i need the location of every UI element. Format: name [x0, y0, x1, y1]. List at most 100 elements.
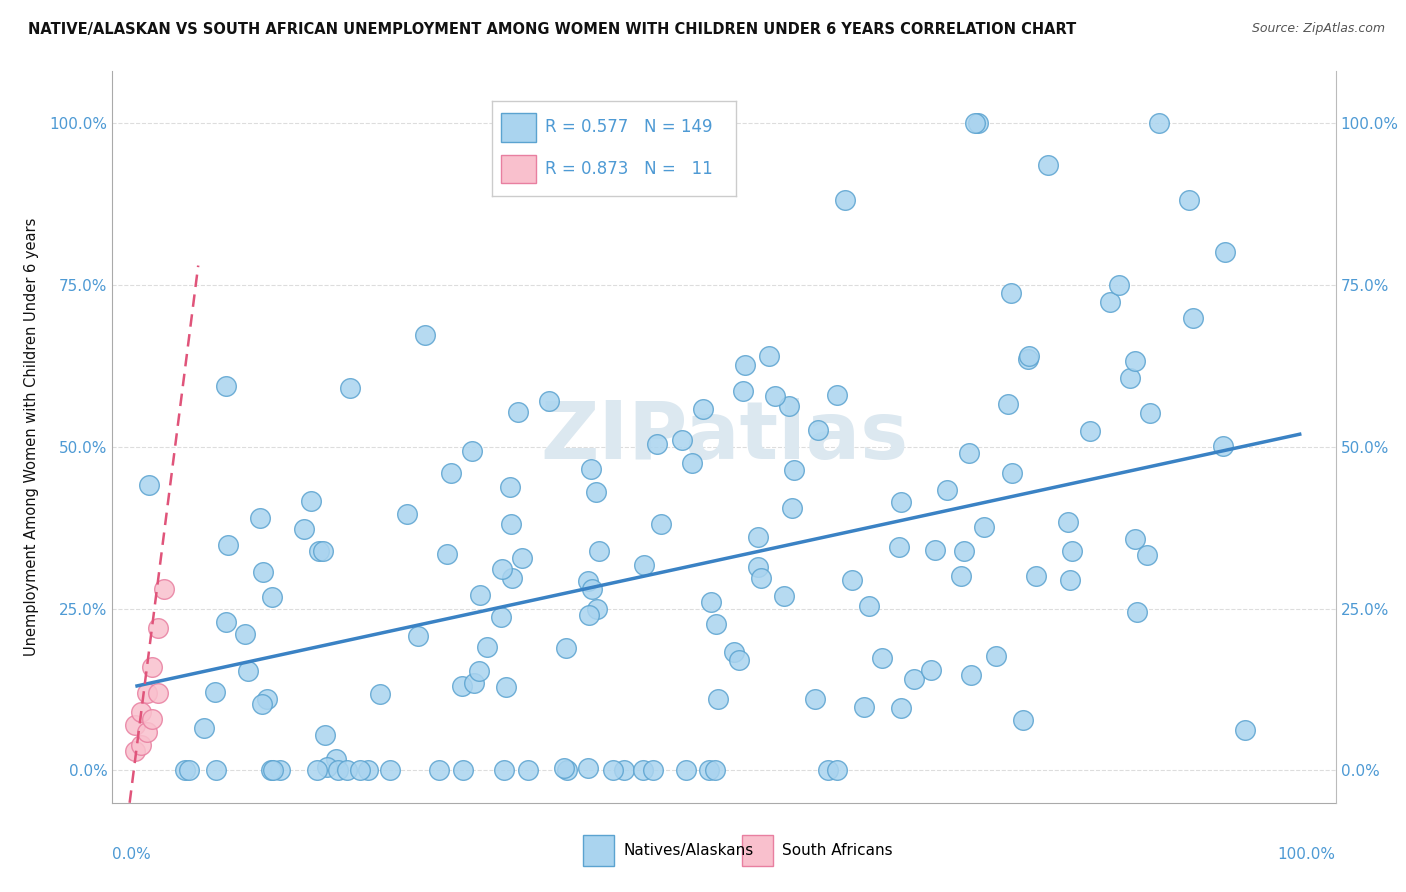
Point	[1078, 424, 1101, 438]
Point	[1056, 515, 1078, 529]
Point	[326, 764, 349, 778]
Point	[952, 544, 974, 558]
Point	[576, 574, 599, 588]
Y-axis label: Unemployment Among Women with Children Under 6 years: Unemployment Among Women with Children U…	[24, 218, 38, 657]
Point	[772, 589, 794, 603]
Point	[491, 562, 513, 576]
Point	[965, 116, 987, 130]
Point	[613, 763, 636, 777]
Point	[697, 764, 720, 778]
Point	[499, 479, 522, 493]
Point	[349, 764, 371, 778]
Point	[858, 599, 880, 613]
Point	[141, 660, 163, 674]
Point	[308, 543, 330, 558]
Point	[517, 764, 540, 778]
Point	[692, 401, 714, 416]
Point	[853, 699, 876, 714]
Point	[1147, 116, 1170, 130]
Point	[262, 764, 284, 778]
Point	[903, 672, 925, 686]
Text: 100.0%: 100.0%	[1278, 847, 1336, 862]
Point	[890, 700, 912, 714]
Point	[817, 764, 839, 778]
Point	[633, 558, 655, 573]
Point	[758, 349, 780, 363]
Point	[924, 543, 946, 558]
Point	[316, 760, 339, 774]
Point	[747, 530, 769, 544]
Point	[1181, 310, 1204, 325]
Point	[217, 538, 239, 552]
Point	[734, 358, 756, 372]
Point	[872, 651, 894, 665]
Point	[650, 516, 672, 531]
Point	[177, 764, 200, 778]
Point	[576, 761, 599, 775]
Point	[153, 582, 176, 597]
Point	[450, 679, 472, 693]
Point	[841, 573, 863, 587]
Point	[205, 764, 228, 778]
Point	[645, 437, 668, 451]
Point	[463, 676, 485, 690]
Point	[957, 446, 980, 460]
Point	[250, 697, 273, 711]
Point	[887, 541, 910, 555]
Point	[1000, 285, 1022, 300]
Point	[1119, 371, 1142, 385]
Point	[1018, 349, 1040, 363]
Point	[135, 724, 157, 739]
Point	[675, 764, 697, 778]
Point	[174, 764, 197, 778]
Point	[1001, 467, 1024, 481]
Point	[378, 764, 401, 778]
Point	[339, 381, 361, 395]
Point	[704, 764, 727, 778]
Point	[700, 595, 723, 609]
Point	[468, 587, 491, 601]
Point	[252, 565, 274, 579]
Point	[585, 485, 607, 500]
Text: Source: ZipAtlas.com: Source: ZipAtlas.com	[1251, 22, 1385, 36]
Point	[260, 764, 283, 778]
Point	[936, 483, 959, 498]
Point	[751, 571, 773, 585]
Point	[554, 640, 576, 655]
Point	[825, 388, 848, 402]
Point	[806, 423, 828, 437]
Point	[578, 607, 600, 622]
Point	[138, 478, 160, 492]
Point	[1017, 352, 1039, 367]
Point	[890, 494, 912, 508]
Point	[413, 327, 436, 342]
Point	[804, 692, 827, 706]
Point	[1212, 439, 1234, 453]
Point	[973, 520, 995, 534]
Point	[135, 686, 157, 700]
Point	[783, 463, 806, 477]
Point	[356, 764, 378, 778]
Point	[778, 399, 800, 413]
Point	[141, 712, 163, 726]
Point	[780, 501, 803, 516]
Point	[215, 379, 238, 393]
Point	[233, 626, 256, 640]
Point	[124, 744, 146, 758]
Point	[396, 507, 419, 521]
Point	[1036, 158, 1059, 172]
Point	[429, 764, 451, 778]
Point	[681, 456, 703, 470]
Point	[920, 664, 942, 678]
Point	[723, 645, 745, 659]
Point	[537, 394, 560, 409]
Point	[269, 764, 291, 778]
Point	[1136, 548, 1159, 562]
Point	[1215, 245, 1237, 260]
Point	[602, 764, 624, 778]
Point	[1098, 295, 1121, 310]
Point	[314, 728, 336, 742]
Point	[124, 718, 146, 732]
Point	[256, 691, 278, 706]
Point	[997, 397, 1019, 411]
